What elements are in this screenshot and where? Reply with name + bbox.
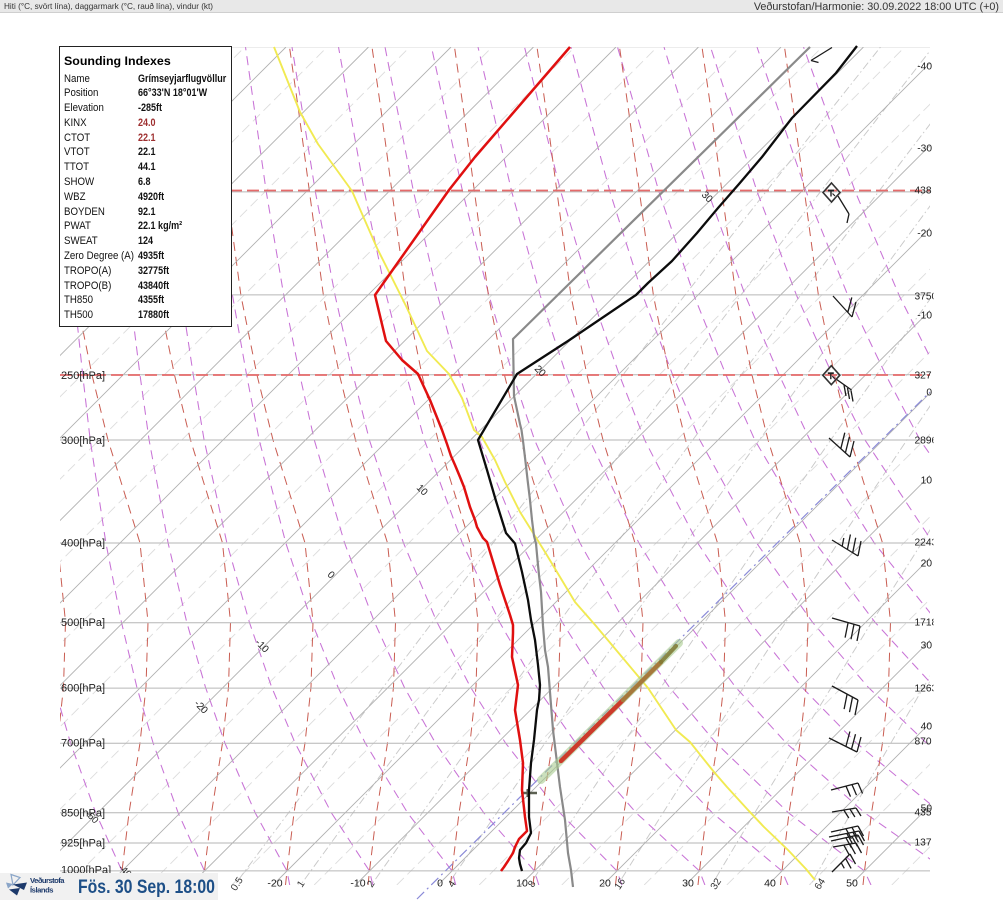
svg-text:20: 20: [599, 878, 611, 890]
svg-text:0: 0: [926, 388, 932, 399]
svg-text:10: 10: [414, 483, 430, 499]
svg-text:0.5: 0.5: [229, 875, 246, 893]
svg-text:Veðurstofa: Veðurstofa: [30, 876, 65, 885]
svg-text:4: 4: [446, 879, 458, 890]
svg-text:600[hPa]: 600[hPa]: [61, 683, 105, 695]
svg-text:2243: 2243: [915, 538, 938, 549]
svg-text:20: 20: [921, 559, 933, 570]
svg-text:10: 10: [516, 878, 528, 890]
svg-text:400[hPa]: 400[hPa]: [61, 538, 105, 550]
svg-text:20: 20: [532, 364, 548, 380]
svg-text:1263: 1263: [915, 684, 938, 695]
svg-text:438: 438: [915, 186, 932, 197]
svg-text:50: 50: [921, 804, 933, 815]
svg-text:700[hPa]: 700[hPa]: [61, 738, 105, 750]
svg-text:Íslands: Íslands: [30, 885, 54, 894]
svg-text:1: 1: [295, 879, 307, 890]
svg-text:-10: -10: [917, 311, 932, 322]
svg-text:327: 327: [915, 371, 932, 382]
svg-text:2: 2: [365, 879, 377, 890]
svg-text:40: 40: [921, 722, 933, 733]
svg-text:10: 10: [921, 476, 933, 487]
svg-text:-10: -10: [350, 878, 365, 890]
svg-text:137: 137: [915, 838, 932, 849]
svg-text:850[hPa]: 850[hPa]: [61, 808, 105, 820]
svg-text:-20: -20: [917, 229, 932, 240]
svg-text:30: 30: [682, 878, 694, 890]
svg-text:1718: 1718: [915, 618, 938, 629]
svg-text:16: 16: [613, 876, 629, 892]
svg-text:300[hPa]: 300[hPa]: [61, 435, 105, 447]
svg-text:50: 50: [846, 878, 858, 890]
svg-text:925[hPa]: 925[hPa]: [61, 838, 105, 850]
svg-text:435: 435: [915, 808, 932, 819]
svg-text:500[hPa]: 500[hPa]: [61, 617, 105, 629]
svg-text:3750: 3750: [915, 292, 938, 303]
svg-text:870: 870: [915, 737, 932, 748]
svg-text:30: 30: [921, 641, 933, 652]
svg-text:8: 8: [526, 879, 538, 890]
svg-text:250[hPa]: 250[hPa]: [61, 370, 105, 382]
svg-text:32: 32: [709, 876, 725, 892]
svg-text:-20: -20: [267, 878, 282, 890]
svg-text:-30: -30: [917, 144, 932, 155]
svg-text:-20: -20: [192, 698, 210, 716]
svg-text:0: 0: [437, 878, 443, 890]
svg-text:40: 40: [764, 878, 776, 890]
svg-text:-40: -40: [917, 62, 932, 73]
svg-text:2896: 2896: [915, 436, 938, 447]
